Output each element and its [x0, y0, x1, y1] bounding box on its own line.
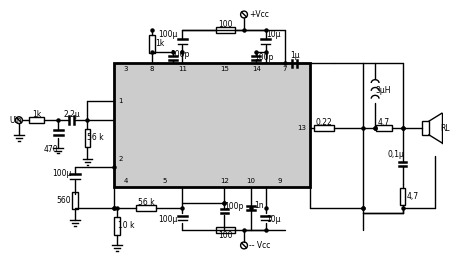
- Text: 14: 14: [252, 66, 261, 72]
- Text: 12: 12: [220, 178, 229, 184]
- Text: 1k: 1k: [32, 110, 41, 119]
- Text: Uin: Uin: [9, 116, 22, 125]
- Text: 3: 3: [124, 66, 128, 72]
- Bar: [314, 125, 334, 131]
- Text: 100μ: 100μ: [52, 170, 72, 179]
- Text: 2: 2: [119, 156, 123, 162]
- Text: 10μ: 10μ: [266, 30, 281, 39]
- Text: 7: 7: [283, 66, 287, 72]
- Text: 0,22: 0,22: [316, 118, 333, 127]
- Text: 15: 15: [220, 66, 229, 72]
- Text: 5: 5: [163, 178, 167, 184]
- Bar: [114, 217, 120, 235]
- Text: 560: 560: [57, 196, 71, 205]
- Text: 56 k: 56 k: [138, 198, 155, 207]
- Text: 11: 11: [178, 66, 187, 72]
- Bar: [72, 192, 78, 209]
- Text: 3μH: 3μH: [375, 86, 391, 95]
- Text: 100p: 100p: [254, 53, 273, 62]
- Text: 8: 8: [150, 66, 154, 72]
- Bar: [422, 121, 429, 135]
- Text: 100μ: 100μ: [158, 215, 177, 224]
- Text: 100p: 100p: [225, 202, 244, 211]
- Text: RL: RL: [441, 124, 450, 133]
- Text: 4: 4: [124, 178, 128, 184]
- Bar: [149, 35, 155, 53]
- Text: 1k: 1k: [155, 39, 165, 48]
- Bar: [114, 63, 309, 187]
- Bar: [400, 188, 405, 205]
- Text: -- Vcc: -- Vcc: [249, 241, 270, 250]
- Text: 100: 100: [218, 20, 233, 29]
- Text: 1: 1: [119, 98, 123, 104]
- Text: 1μ: 1μ: [290, 51, 300, 60]
- Text: 1n: 1n: [254, 201, 263, 210]
- Bar: [376, 125, 392, 131]
- Text: 470: 470: [44, 145, 59, 154]
- Text: 10: 10: [246, 178, 255, 184]
- Text: 10 k: 10 k: [118, 221, 135, 230]
- Text: 13: 13: [297, 125, 306, 131]
- Text: +Vcc: +Vcc: [249, 10, 269, 19]
- Bar: [216, 227, 235, 233]
- Text: 100p: 100p: [170, 50, 189, 59]
- Bar: [84, 129, 90, 146]
- Bar: [29, 117, 45, 123]
- Text: 9: 9: [278, 178, 282, 184]
- Text: 4.7: 4.7: [378, 118, 390, 127]
- Text: 2,2μ: 2,2μ: [64, 110, 80, 119]
- Text: 100: 100: [218, 231, 233, 240]
- Text: 0,1μ: 0,1μ: [387, 150, 404, 159]
- Text: 100μ: 100μ: [158, 30, 177, 39]
- Bar: [216, 27, 235, 33]
- Text: 56 k: 56 k: [87, 133, 104, 142]
- Text: 4,7: 4,7: [406, 192, 419, 201]
- Bar: [136, 205, 156, 211]
- Text: 10μ: 10μ: [266, 215, 281, 224]
